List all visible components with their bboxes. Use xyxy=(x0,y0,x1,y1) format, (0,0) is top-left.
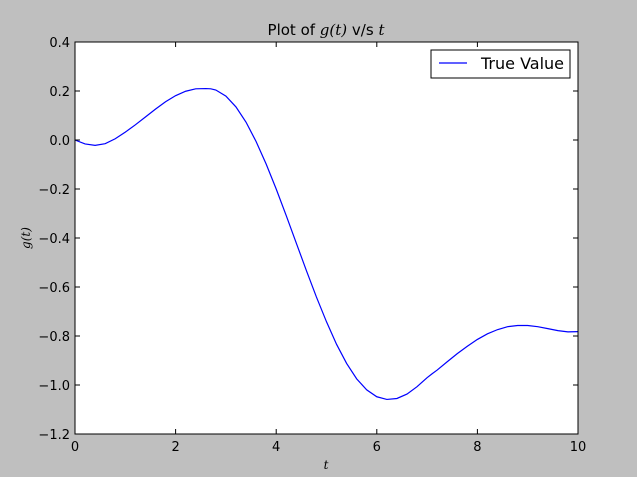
tick-labels: 0 2 4 6 8 10 0.4 0.2 0.0 −0.2 −0.4 −0.6 −0.8 −1.0 −1.2 xyxy=(38,36,586,455)
legend: True Value xyxy=(430,49,571,79)
legend-label-true-value: True Value xyxy=(480,54,564,73)
title-prefix: Plot of xyxy=(268,21,320,39)
legend-box xyxy=(430,49,571,79)
chart-title: Plot of g(t) v/s t xyxy=(268,21,386,39)
y-tick-label: 0.4 xyxy=(49,36,70,51)
x-tick-label: 10 xyxy=(570,440,587,455)
plot-area xyxy=(75,42,578,434)
x-tick-label: 2 xyxy=(171,440,179,455)
title-function: g(t) xyxy=(320,21,347,39)
y-tick-label: −0.2 xyxy=(38,183,70,198)
y-tick-label: −1.0 xyxy=(38,379,70,394)
plot-frame xyxy=(74,41,579,435)
y-tick-label: 0.2 xyxy=(49,85,70,100)
title-middle: v/s xyxy=(347,21,378,39)
x-axis-label: t xyxy=(324,458,329,472)
x-tick-label: 4 xyxy=(272,440,280,455)
x-tick-label: 6 xyxy=(373,440,381,455)
x-tick-label: 8 xyxy=(473,440,481,455)
series-line-true-value xyxy=(75,87,578,401)
y-tick-label: −0.8 xyxy=(38,330,70,345)
y-tick-label: −1.2 xyxy=(38,428,70,443)
y-tick-label: −0.4 xyxy=(38,232,70,247)
y-tick-label: 0.0 xyxy=(49,134,70,149)
title-variable: t xyxy=(378,21,385,39)
x-tick-label: 0 xyxy=(71,440,79,455)
y-axis-label: g(t) xyxy=(19,227,33,249)
y-tick-label: −0.6 xyxy=(38,281,70,296)
